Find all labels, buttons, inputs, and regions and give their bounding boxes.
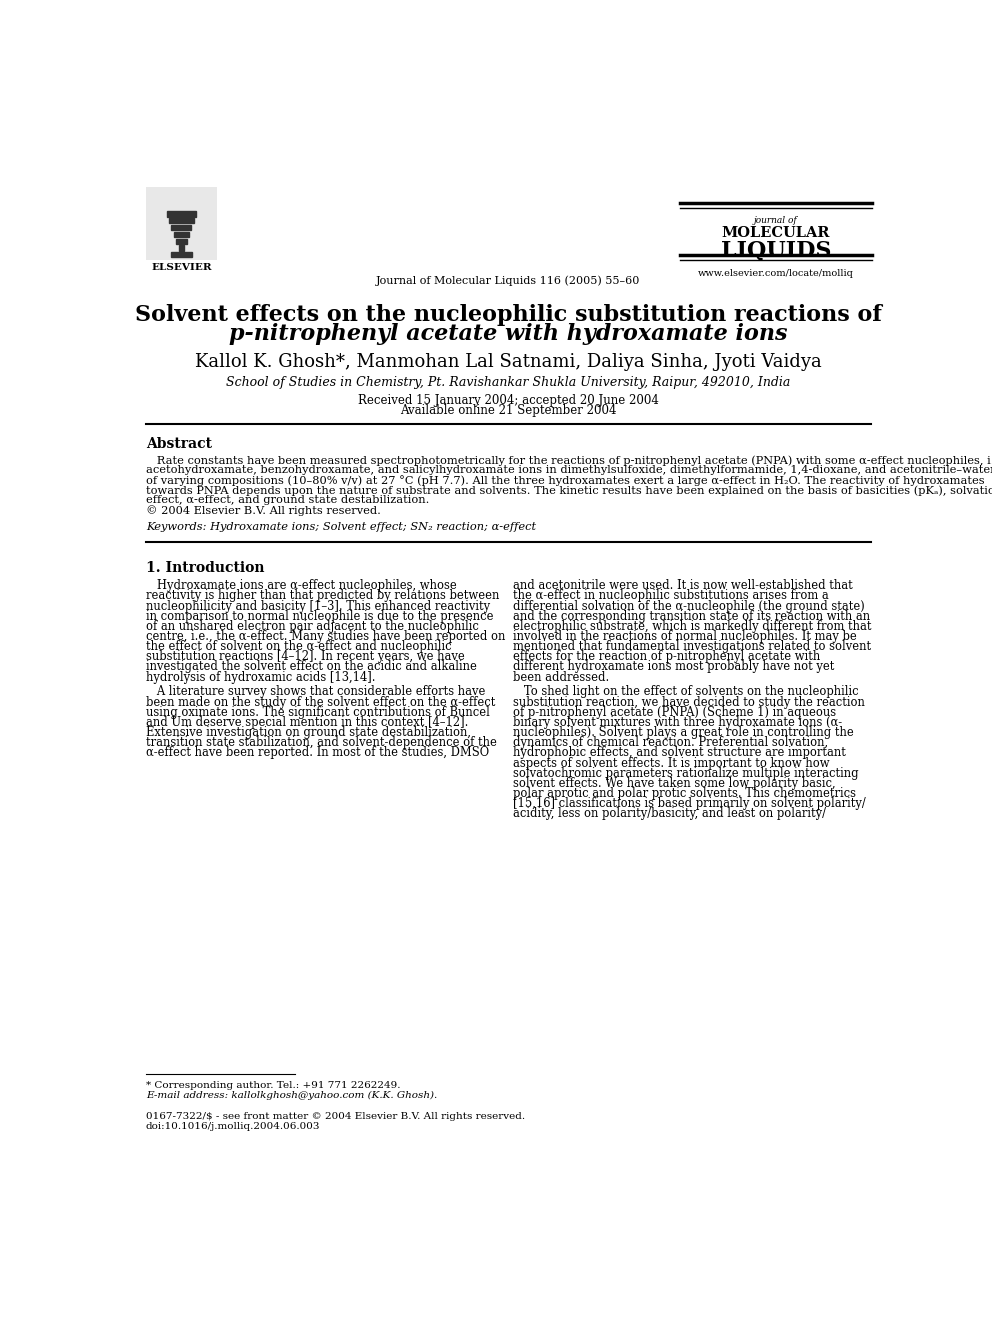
Text: p-nitrophenyl acetate with hydroxamate ions: p-nitrophenyl acetate with hydroxamate i… [229,323,788,345]
Text: * Corresponding author. Tel.: +91 771 2262249.: * Corresponding author. Tel.: +91 771 22… [146,1081,400,1090]
Text: differential solvation of the α-nucleophile (the ground state): differential solvation of the α-nucleoph… [513,599,865,613]
Text: aspects of solvent effects. It is important to know how: aspects of solvent effects. It is import… [513,757,829,770]
Text: and acetonitrile were used. It is now well-established that: and acetonitrile were used. It is now we… [513,579,853,593]
Text: towards PNPA depends upon the nature of substrate and solvents. The kinetic resu: towards PNPA depends upon the nature of … [146,486,992,496]
Bar [146,188,217,261]
Text: © 2004 Elsevier B.V. All rights reserved.: © 2004 Elsevier B.V. All rights reserved… [146,505,381,516]
Text: Abstract: Abstract [146,438,211,451]
Text: doi:10.1016/j.molliq.2004.06.003: doi:10.1016/j.molliq.2004.06.003 [146,1122,320,1131]
Text: nucleophilicity and basicity [1–3]. This enhanced reactivity: nucleophilicity and basicity [1–3]. This… [146,599,490,613]
Text: polar aprotic and polar protic solvents. This chemometrics: polar aprotic and polar protic solvents.… [513,787,856,800]
Text: centre, i.e., the α-effect. Many studies have been reported on: centre, i.e., the α-effect. Many studies… [146,630,505,643]
Text: School of Studies in Chemistry, Pt. Ravishankar Shukla University, Raipur, 49201: School of Studies in Chemistry, Pt. Ravi… [226,376,791,389]
Text: effects for the reaction of p-nitrophenyl acetate with: effects for the reaction of p-nitropheny… [513,651,820,663]
Text: of an unshared electron pair adjacent to the nucleophilic: of an unshared electron pair adjacent to… [146,620,478,632]
Text: Kallol K. Ghosh*, Manmohan Lal Satnami, Daliya Sinha, Jyoti Vaidya: Kallol K. Ghosh*, Manmohan Lal Satnami, … [195,353,821,370]
Text: ELSEVIER: ELSEVIER [151,263,211,273]
Text: Journal of Molecular Liquids 116 (2005) 55–60: Journal of Molecular Liquids 116 (2005) … [376,275,641,286]
Text: substitution reactions [4–12]. In recent years, we have: substitution reactions [4–12]. In recent… [146,651,464,663]
Text: nucleophiles). Solvent plays a great role in controlling the: nucleophiles). Solvent plays a great rol… [513,726,854,740]
Text: hydrophobic effects, and solvent structure are important: hydrophobic effects, and solvent structu… [513,746,846,759]
Text: www.elsevier.com/locate/molliq: www.elsevier.com/locate/molliq [697,269,854,278]
Text: using oximate ions. The significant contributions of Buncel: using oximate ions. The significant cont… [146,705,490,718]
Text: solvent effects. We have taken some low polarity basic,: solvent effects. We have taken some low … [513,777,835,790]
Text: E-mail address: kallolkghosh@yahoo.com (K.K. Ghosh).: E-mail address: kallolkghosh@yahoo.com (… [146,1090,436,1099]
Text: substitution reaction, we have decided to study the reaction: substitution reaction, we have decided t… [513,696,865,709]
Text: involved in the reactions of normal nucleophiles. It may be: involved in the reactions of normal nucl… [513,630,857,643]
Text: hydrolysis of hydroxamic acids [13,14].: hydrolysis of hydroxamic acids [13,14]. [146,671,375,684]
Text: 1. Introduction: 1. Introduction [146,561,264,574]
Text: effect, α-effect, and ground state destabilization.: effect, α-effect, and ground state desta… [146,495,430,505]
Bar [167,212,196,217]
Text: investigated the solvent effect on the acidic and alkaline: investigated the solvent effect on the a… [146,660,476,673]
Bar [169,218,193,224]
Text: mentioned that fundamental investigations related to solvent: mentioned that fundamental investigation… [513,640,871,654]
Text: the effect of solvent on the α-effect and nucleophilic: the effect of solvent on the α-effect an… [146,640,451,654]
Text: of p-nitrophenyl acetate (PNPA) (Scheme 1) in aqueous: of p-nitrophenyl acetate (PNPA) (Scheme … [513,705,836,718]
Bar [171,251,192,257]
Text: been addressed.: been addressed. [513,671,609,684]
Text: electrophilic substrate, which is markedly different from that: electrophilic substrate, which is marked… [513,620,872,632]
Text: acetohydroxamate, benzohydroxamate, and salicylhydroxamate ions in dimethylsulfo: acetohydroxamate, benzohydroxamate, and … [146,466,992,475]
Text: Keywords: Hydroxamate ions; Solvent effect; SN₂ reaction; α-effect: Keywords: Hydroxamate ions; Solvent effe… [146,523,536,532]
Text: acidity, less on polarity/basicity, and least on polarity/: acidity, less on polarity/basicity, and … [513,807,826,820]
Text: been made on the study of the solvent effect on the α-effect: been made on the study of the solvent ef… [146,696,495,709]
Text: LIQUIDS: LIQUIDS [720,239,831,261]
Text: Available online 21 September 2004: Available online 21 September 2004 [400,405,617,417]
Text: A literature survey shows that considerable efforts have: A literature survey shows that considera… [146,685,485,699]
Text: α-effect have been reported. In most of the studies, DMSO: α-effect have been reported. In most of … [146,746,489,759]
Bar [172,225,191,230]
Bar [176,239,186,245]
Text: in comparison to normal nucleophile is due to the presence: in comparison to normal nucleophile is d… [146,610,493,623]
Text: and the corresponding transition state of its reaction with an: and the corresponding transition state o… [513,610,870,623]
Text: reactivity is higher than that predicted by relations between: reactivity is higher than that predicted… [146,589,499,602]
Text: MOLECULAR: MOLECULAR [721,226,830,239]
Text: Extensive investigation on ground state destabilization,: Extensive investigation on ground state … [146,726,470,740]
Text: [15,16] classifications is based primarily on solvent polarity/: [15,16] classifications is based primari… [513,798,866,810]
Text: different hydroxamate ions most probably have not yet: different hydroxamate ions most probably… [513,660,834,673]
Bar [174,232,189,237]
Text: transition state stabilization, and solvent-dependence of the: transition state stabilization, and solv… [146,737,497,749]
Text: of varying compositions (10–80% v/v) at 27 °C (pH 7.7). All the three hydroxamat: of varying compositions (10–80% v/v) at … [146,475,984,486]
Text: and Um deserve special mention in this context [4–12].: and Um deserve special mention in this c… [146,716,468,729]
Text: Rate constants have been measured spectrophotometrically for the reactions of p-: Rate constants have been measured spectr… [146,455,992,466]
Text: binary solvent mixtures with three hydroxamate ions (α-: binary solvent mixtures with three hydro… [513,716,842,729]
Text: dynamics of chemical reaction. Preferential solvation,: dynamics of chemical reaction. Preferent… [513,737,828,749]
Text: Hydroxamate ions are α-effect nucleophiles, whose: Hydroxamate ions are α-effect nucleophil… [146,579,456,593]
Text: Solvent effects on the nucleophilic substitution reactions of: Solvent effects on the nucleophilic subs… [135,303,882,325]
Text: To shed light on the effect of solvents on the nucleophilic: To shed light on the effect of solvents … [513,685,859,699]
Text: 0167-7322/$ - see front matter © 2004 Elsevier B.V. All rights reserved.: 0167-7322/$ - see front matter © 2004 El… [146,1113,525,1121]
Text: the α-effect in nucleophilic substitutions arises from a: the α-effect in nucleophilic substitutio… [513,589,828,602]
Text: solvatochromic parameters rationalize multiple interacting: solvatochromic parameters rationalize mu… [513,767,859,779]
Bar [179,245,184,251]
Text: Received 15 January 2004; accepted 20 June 2004: Received 15 January 2004; accepted 20 Ju… [358,394,659,406]
Text: journal of: journal of [754,216,798,225]
